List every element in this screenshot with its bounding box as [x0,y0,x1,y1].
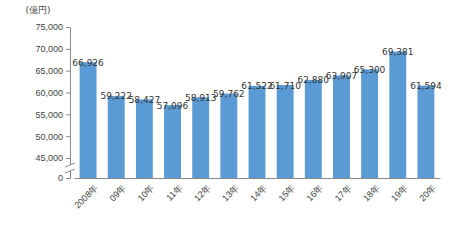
x-tick-label: 12年 [192,183,213,204]
y-tick-mark [66,49,70,50]
x-tick: 11年 [164,178,184,203]
x-tick-label: 16年 [305,183,326,204]
bar [389,52,406,178]
data-label: 69,381 [382,47,414,57]
x-tick-label: 2008年 [72,183,100,211]
bar [136,99,153,178]
data-label: 59,222 [100,91,132,101]
x-tick-label: 17年 [333,183,354,204]
bar [305,80,322,178]
x-tick: 2008年 [72,178,100,210]
x-tick: 10年 [136,178,157,203]
x-axis-line [75,178,441,179]
y-tick-mark [66,27,70,28]
y-tick-mark [66,93,70,94]
x-tick: 19年 [389,178,410,203]
bar [80,62,97,178]
y-tick: 70,000 [35,44,70,54]
bar [277,85,294,178]
y-tick: 75,000 [35,22,70,32]
x-tick: 16年 [305,178,326,203]
bars [80,52,435,178]
x-tick: 20年 [417,178,438,203]
data-label: 58,427 [129,95,161,105]
data-label: 66,926 [72,58,104,68]
y-tick: 45,000 [35,153,70,163]
bar [417,86,434,178]
x-tick-label: 14年 [248,183,269,204]
y-axis: 0 45,000 50,000 55,000 60,000 65,000 70,000 75,… [35,22,70,183]
data-label: 59,762 [213,89,245,99]
data-label: 61,710 [269,81,301,91]
data-label: 61,594 [410,81,442,91]
bar [249,86,266,178]
x-tick-label: 15年 [277,183,298,204]
y-tick-label: 55,000 [35,110,63,120]
data-labels: 66,92659,22258,42757,09658,91359,76261,5… [72,47,442,111]
y-tick-label: 65,000 [35,66,63,76]
y-tick: 60,000 [35,88,70,98]
x-axis: 2008年 09年 10年 11年 12年 13年 14年 15年 16年 17年 18年 19年 20… [72,178,440,210]
x-tick: 13年 [220,178,241,203]
y-tick-mark [66,178,70,179]
data-label: 63,907 [326,71,358,81]
y-tick-label: 0 [58,173,63,183]
x-tick: 12年 [192,178,213,203]
x-tick-label: 13年 [220,183,241,204]
x-tick-label: 09年 [108,183,129,204]
x-tick-label: 10年 [136,183,157,204]
y-axis-label: (億円) [25,5,50,15]
bar [164,105,181,178]
axis-break-line [65,169,75,173]
x-tick-label: 11年 [164,183,184,203]
x-tick-label: 19年 [389,183,410,204]
data-label: 61,522 [241,81,273,91]
bar [220,94,237,178]
y-tick-label: 45,000 [35,153,63,163]
bar [361,69,378,178]
x-tick-label: 20年 [417,183,438,204]
x-tick: 09年 [108,178,129,203]
y-tick: 50,000 [35,132,70,142]
data-label: 65,300 [354,65,386,75]
y-tick-label: 70,000 [35,44,63,54]
x-tick-label: 18年 [361,183,382,204]
y-tick-label: 50,000 [35,132,63,142]
y-tick-label: 75,000 [35,22,63,32]
y-tick-mark [66,71,70,72]
y-tick-label: 60,000 [35,88,63,98]
y-tick-mark [66,136,70,137]
x-tick: 17年 [333,178,354,203]
x-tick: 18年 [361,178,382,203]
x-tick: 15年 [277,178,298,203]
data-label: 58,913 [185,93,217,103]
chart: 0 45,000 50,000 55,000 60,000 65,000 70,000 75,… [0,0,450,226]
bar [108,96,125,178]
data-label: 62,880 [298,75,330,85]
y-tick: 65,000 [35,66,70,76]
data-label: 57,096 [157,101,189,111]
axis-break [65,163,75,173]
y-tick-mark [66,114,70,115]
y-tick-mark [66,158,70,159]
y-tick: 0 [58,173,70,183]
axis-break-line [65,163,75,167]
y-tick: 55,000 [35,110,70,120]
y-axis-line [66,28,71,179]
bar [192,97,209,178]
x-tick: 14年 [248,178,269,203]
bar [333,75,350,178]
